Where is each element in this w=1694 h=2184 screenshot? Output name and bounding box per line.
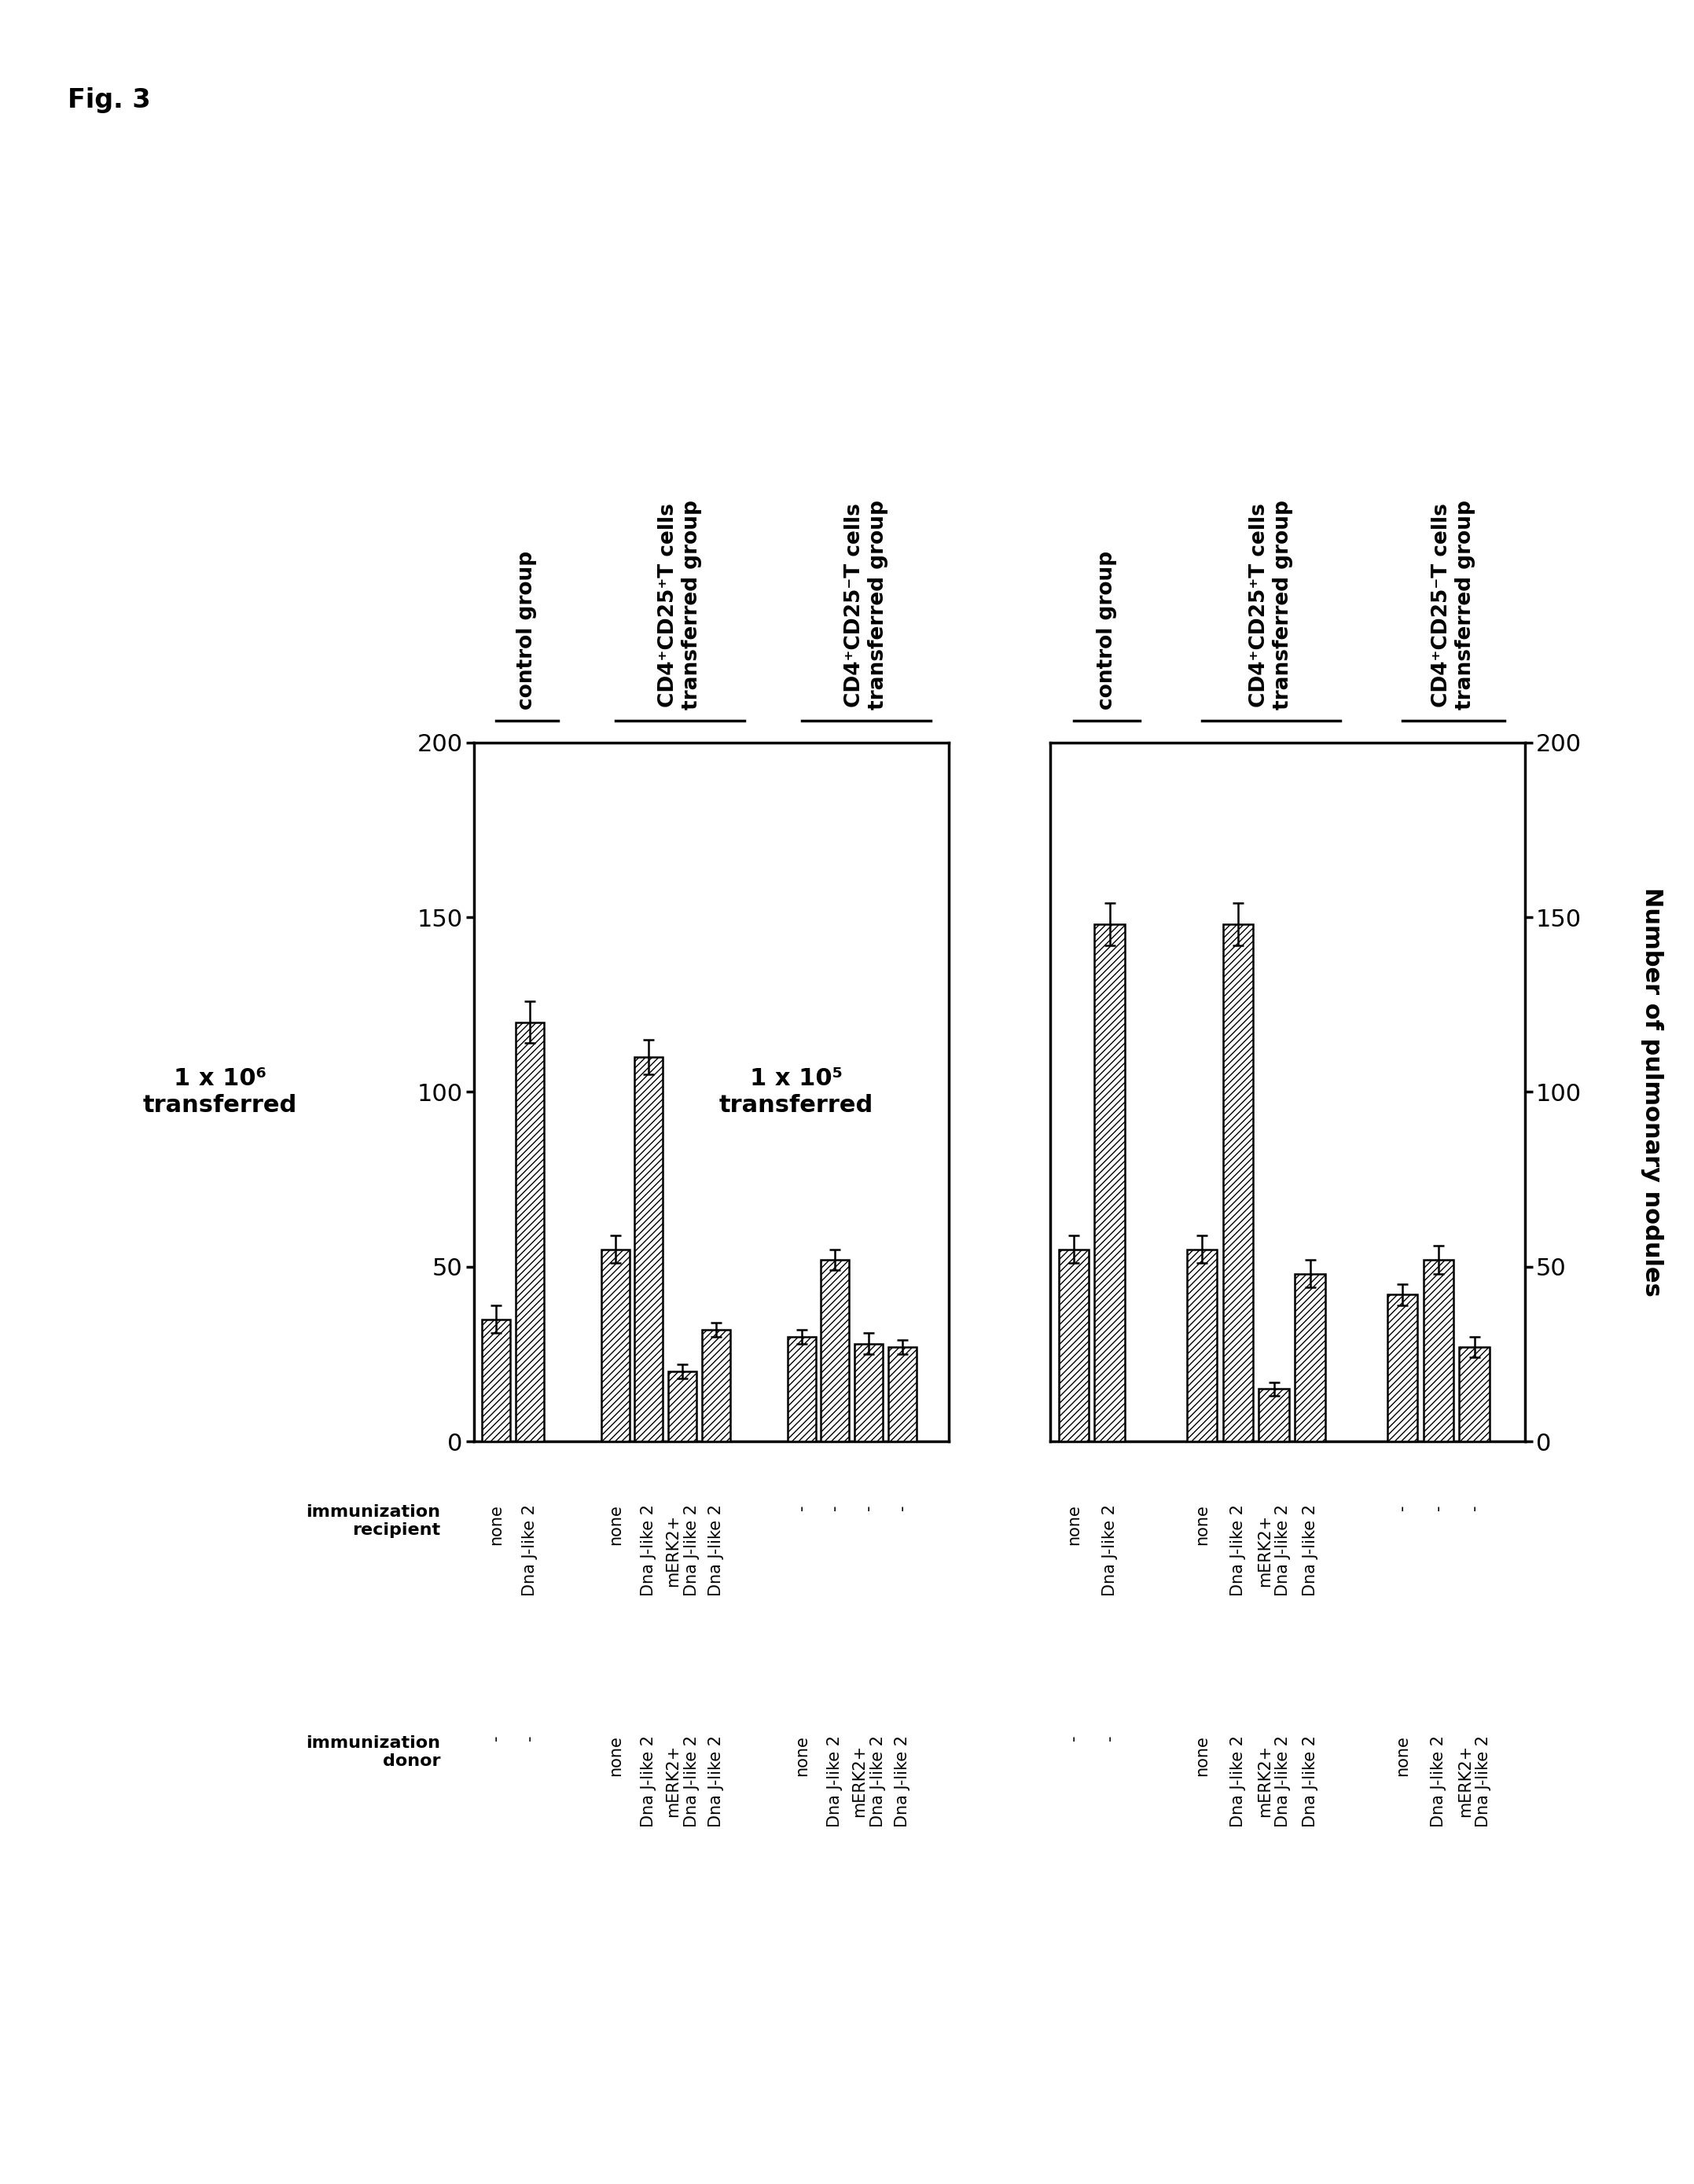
Text: none: none [608, 1505, 623, 1544]
Bar [1094, 924, 1125, 1441]
Text: Dna J-like 2: Dna J-like 2 [640, 1734, 657, 1828]
Bar [888, 1348, 916, 1441]
Bar [1187, 1249, 1218, 1441]
Bar [1294, 1273, 1325, 1441]
Text: Number of pulmonary nodules: Number of pulmonary nodules [1640, 887, 1664, 1297]
Text: none: none [1194, 1734, 1210, 1776]
Text: Dna J-like 2: Dna J-like 2 [827, 1734, 844, 1828]
Text: CD4⁺CD25⁺T cells
transferred group: CD4⁺CD25⁺T cells transferred group [1248, 500, 1293, 710]
Bar [1423, 1260, 1453, 1441]
Text: -: - [861, 1505, 876, 1509]
Text: -: - [1394, 1505, 1409, 1509]
Bar [515, 1022, 544, 1441]
Bar [481, 1319, 510, 1441]
Text: -: - [1467, 1505, 1482, 1509]
Text: -: - [1066, 1734, 1081, 1741]
Text: Dna J-like 2: Dna J-like 2 [1303, 1505, 1318, 1597]
Text: none: none [1394, 1734, 1409, 1776]
Text: Dna J-like 2: Dna J-like 2 [1230, 1505, 1245, 1597]
Text: Dna J-like 2: Dna J-like 2 [640, 1505, 657, 1597]
Text: -: - [827, 1505, 844, 1509]
Text: -: - [1431, 1505, 1447, 1509]
Bar [667, 1372, 696, 1441]
Text: -: - [794, 1505, 810, 1509]
Text: Fig. 3: Fig. 3 [68, 87, 151, 114]
Bar [822, 1260, 849, 1441]
Text: 1 x 10⁵
transferred: 1 x 10⁵ transferred [718, 1068, 874, 1116]
Bar [1387, 1295, 1418, 1441]
Text: 1 x 10⁶
transferred: 1 x 10⁶ transferred [142, 1068, 298, 1116]
Text: Dna J-like 2: Dna J-like 2 [1431, 1734, 1447, 1828]
Text: -: - [1101, 1734, 1118, 1741]
Text: Dna J-like 2: Dna J-like 2 [708, 1505, 723, 1597]
Text: none: none [488, 1505, 503, 1544]
Text: immunization
donor: immunization donor [307, 1734, 440, 1769]
Text: immunization
recipient: immunization recipient [307, 1505, 440, 1538]
Text: Dna J-like 2: Dna J-like 2 [1230, 1734, 1245, 1828]
Text: Dna J-like 2: Dna J-like 2 [522, 1505, 537, 1597]
Text: mERK2+
Dna J-like 2: mERK2+ Dna J-like 2 [666, 1505, 700, 1597]
Text: Dna J-like 2: Dna J-like 2 [894, 1734, 910, 1828]
Text: mERK2+
Dna J-like 2: mERK2+ Dna J-like 2 [666, 1734, 700, 1828]
Text: mERK2+
Dna J-like 2: mERK2+ Dna J-like 2 [1257, 1734, 1291, 1828]
Bar [701, 1330, 730, 1441]
Text: -: - [894, 1505, 910, 1509]
Bar [635, 1057, 662, 1441]
Text: Dna J-like 2: Dna J-like 2 [1101, 1505, 1118, 1597]
Text: none: none [794, 1734, 810, 1776]
Text: CD4⁺CD25⁺T cells
transferred group: CD4⁺CD25⁺T cells transferred group [657, 500, 701, 710]
Text: mERK2+
Dna J-like 2: mERK2+ Dna J-like 2 [1457, 1734, 1491, 1828]
Text: Dna J-like 2: Dna J-like 2 [708, 1734, 723, 1828]
Text: mERK2+
Dna J-like 2: mERK2+ Dna J-like 2 [852, 1734, 886, 1828]
Bar [1059, 1249, 1089, 1441]
Text: -: - [522, 1734, 537, 1741]
Text: CD4⁺CD25⁻T cells
transferred group: CD4⁺CD25⁻T cells transferred group [844, 500, 888, 710]
Text: -: - [488, 1734, 503, 1741]
Text: none: none [1066, 1505, 1081, 1544]
Text: none: none [608, 1734, 623, 1776]
Text: CD4⁺CD25⁻T cells
transferred group: CD4⁺CD25⁻T cells transferred group [1431, 500, 1475, 710]
Text: none: none [1194, 1505, 1210, 1544]
Bar [1459, 1348, 1489, 1441]
Text: Dna J-like 2: Dna J-like 2 [1303, 1734, 1318, 1828]
Bar [1223, 924, 1254, 1441]
Bar [788, 1337, 817, 1441]
Text: mERK2+
Dna J-like 2: mERK2+ Dna J-like 2 [1257, 1505, 1291, 1597]
Bar [601, 1249, 630, 1441]
Text: control group: control group [1096, 550, 1116, 710]
Bar [1259, 1389, 1289, 1441]
Text: control group: control group [517, 550, 537, 710]
Bar [854, 1343, 883, 1441]
